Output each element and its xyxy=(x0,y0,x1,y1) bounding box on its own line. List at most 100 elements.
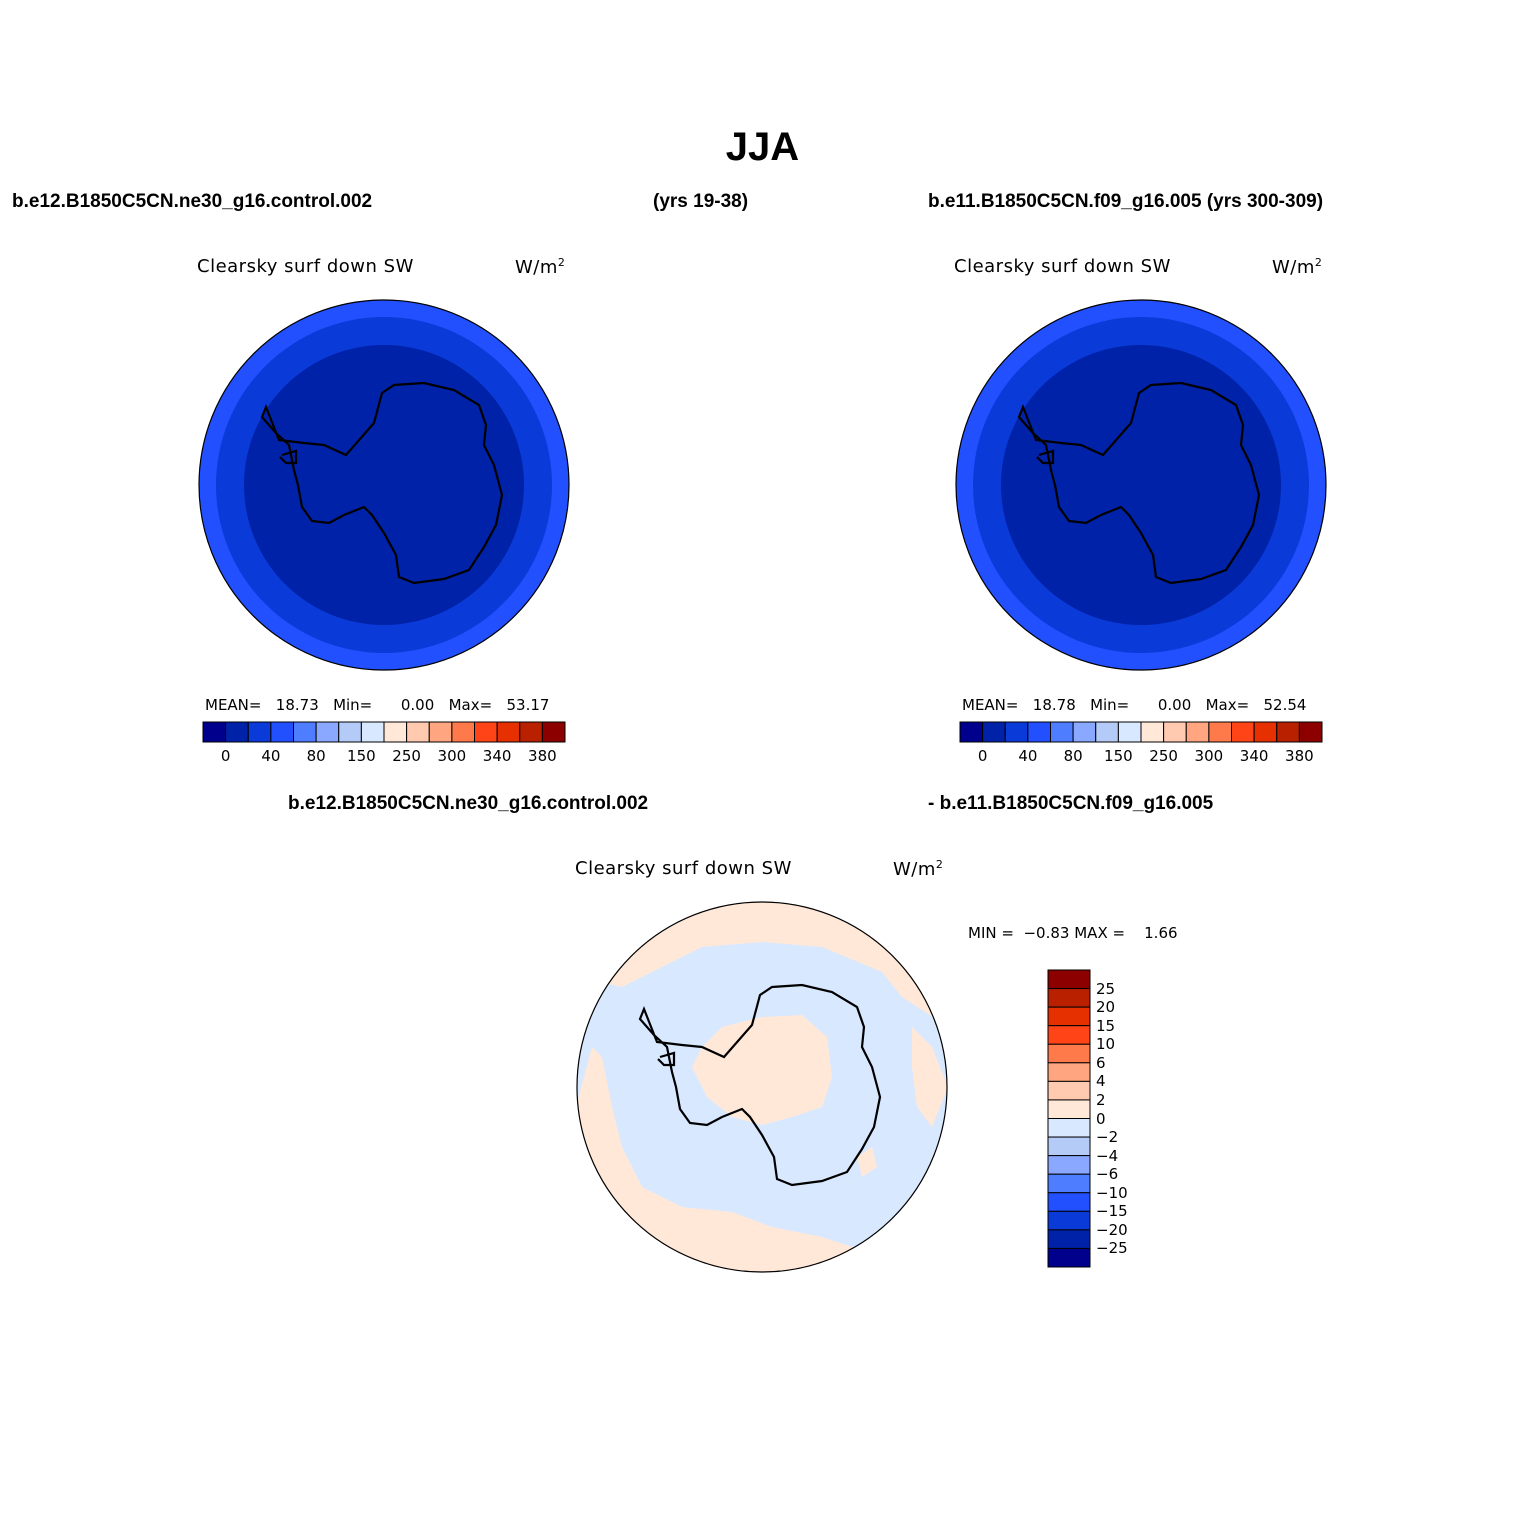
panel1-colorbar-swatch xyxy=(338,721,362,743)
diff-colorbar-tick-label: −25 xyxy=(1096,1239,1128,1258)
panel2-colorbar-swatch xyxy=(1185,721,1210,743)
case1-years: (yrs 19-38) xyxy=(653,191,749,212)
diff-colorbar-tick-label: −2 xyxy=(1096,1128,1119,1147)
diff-colorbar-tick-label: −4 xyxy=(1096,1146,1119,1165)
diff-colorbar-tick-label: 25 xyxy=(1096,979,1116,998)
panel1-colorbar-swatch xyxy=(293,721,317,743)
panel1-colorbar-swatch xyxy=(496,721,521,743)
panel2-colorbar-tick-label: 340 xyxy=(1239,747,1269,765)
diff-colorbar xyxy=(1047,969,1091,1268)
panel2-peninsula-loop xyxy=(1036,449,1055,465)
panel1-colorbar xyxy=(202,721,566,743)
panel2-colorbar-swatch xyxy=(1140,721,1165,743)
panel2-colorbar-swatch xyxy=(1298,721,1323,743)
panel2-colorbar-ticks: 0 40 80 150 250 300 340 380 xyxy=(960,747,1322,767)
panel2-variable: Clearsky surf down SW xyxy=(954,256,1171,277)
case2-name-years: b.e11.B1850C5CN.f09_g16.005 (yrs 300-309… xyxy=(928,191,1324,212)
diff-colorbar-swatch xyxy=(1047,1136,1091,1157)
panel2-colorbar-swatch xyxy=(1163,721,1187,743)
panel1-colorbar-tick-label: 380 xyxy=(528,747,557,765)
diff-colorbar-tick-label: 2 xyxy=(1096,1090,1106,1109)
diff-colorbar-swatch xyxy=(1047,1155,1091,1175)
diff-colorbar-swatch xyxy=(1047,1025,1091,1045)
panel1-colorbar-tick-label: 0 xyxy=(220,747,231,765)
panel1-colorbar-swatch xyxy=(315,721,340,743)
diff-colorbar-swatch xyxy=(1047,1247,1091,1268)
panel1-units: W/m2 xyxy=(515,256,566,278)
diff-positive-region-interior xyxy=(692,1015,832,1125)
panel2-colorbar-swatch xyxy=(1253,721,1278,743)
panel2-colorbar xyxy=(959,721,1323,743)
diff-colorbar-swatch xyxy=(1047,1210,1091,1231)
panel2-antarctica-coastline xyxy=(1017,381,1261,585)
panel1-antarctica-coastline xyxy=(260,381,504,585)
diff-antarctica-coastline xyxy=(638,983,882,1187)
panel1-peninsula-loop xyxy=(279,449,298,465)
panel1-variable: Clearsky surf down SW xyxy=(197,256,414,277)
diff-title-right: - b.e11.B1850C5CN.f09_g16.005 xyxy=(928,793,1214,814)
panel1-colorbar-swatch xyxy=(541,721,566,743)
panel1-colorbar-swatch xyxy=(519,721,543,743)
diff-peninsula-loop xyxy=(657,1051,676,1067)
panel2-stats: MEAN= 18.78 Min= 0.00 Max= 52.54 xyxy=(962,696,1307,714)
diff-colorbar-tick-label: 20 xyxy=(1096,998,1116,1017)
panel2-colorbar-swatch xyxy=(982,721,1006,743)
panel1-inner-disc xyxy=(244,345,524,625)
panel2-colorbar-swatch xyxy=(1004,721,1029,743)
panel2-colorbar-swatch xyxy=(1095,721,1119,743)
diff-colorbar-swatch xyxy=(1047,1118,1091,1138)
panel1-map-outline xyxy=(198,299,570,671)
diff-map xyxy=(576,901,948,1273)
diff-colorbar-tick-label: −20 xyxy=(1096,1220,1128,1239)
diff-colorbar-swatch xyxy=(1047,1229,1091,1249)
panel1-stats: MEAN= 18.73 Min= 0.00 Max= 53.17 xyxy=(205,696,550,714)
panel1-colorbar-swatch xyxy=(247,721,272,743)
panel2-colorbar-tick-label: 250 xyxy=(1149,747,1178,765)
diff-positive-region-east xyxy=(912,1027,947,1127)
panel2-colorbar-tick-label: 300 xyxy=(1194,747,1224,765)
page-title: JJA xyxy=(725,125,800,169)
panel2-units: W/m2 xyxy=(1272,256,1323,278)
diff-units: W/m2 xyxy=(893,858,944,880)
panel1-colorbar-tick-label: 150 xyxy=(347,747,376,765)
panel2-colorbar-swatch xyxy=(1027,721,1051,743)
panel1-colorbar-tick-label: 40 xyxy=(261,747,281,765)
panel2-colorbar-tick-label: 80 xyxy=(1063,747,1083,765)
panel1-colorbar-swatch xyxy=(225,721,249,743)
diff-title-left: b.e12.B1850C5CN.ne30_g16.control.002 xyxy=(288,793,649,814)
diff-colorbar-tick-label: 4 xyxy=(1096,1072,1106,1091)
panel2-colorbar-tick-label: 0 xyxy=(977,747,988,765)
panel1-colorbar-tick-label: 80 xyxy=(306,747,326,765)
diff-colorbar-ticks: 25 20 15 10 6 4 2 0 −2 −4 −6 −10 −15 −20 −25 xyxy=(1096,970,1146,1268)
panel2-colorbar-tick-label: 150 xyxy=(1104,747,1133,765)
panel2-colorbar-swatch xyxy=(959,721,984,743)
panel2-colorbar-swatch xyxy=(1072,721,1097,743)
diff-colorbar-swatch xyxy=(1047,1006,1091,1027)
diff-colorbar-swatch xyxy=(1047,1043,1091,1064)
panel1-colorbar-tick-label: 250 xyxy=(392,747,421,765)
diff-colorbar-swatch xyxy=(1047,988,1091,1008)
panel2-colorbar-swatch xyxy=(1208,721,1232,743)
panel1-colorbar-swatch xyxy=(428,721,453,743)
diff-variable: Clearsky surf down SW xyxy=(575,858,792,879)
diff-colorbar-tick-label: 15 xyxy=(1096,1016,1116,1035)
diff-colorbar-swatch xyxy=(1047,969,1091,990)
diff-colorbar-swatch xyxy=(1047,1099,1091,1119)
panel2-map xyxy=(956,300,1326,670)
panel2-colorbar-swatch xyxy=(1117,721,1142,743)
diff-colorbar-swatch xyxy=(1047,1080,1091,1101)
diff-colorbar-tick-label: 6 xyxy=(1096,1053,1106,1072)
case1-name: b.e12.B1850C5CN.ne30_g16.control.002 xyxy=(12,191,373,212)
panel1-colorbar-ticks: 0 40 80 150 250 300 340 380 xyxy=(203,747,565,767)
panel1-colorbar-tick-label: 340 xyxy=(482,747,512,765)
diff-stats: MIN = −0.83 MAX = 1.66 xyxy=(968,924,1178,942)
panel1-colorbar-swatch xyxy=(474,721,498,743)
panel1-map xyxy=(199,300,569,670)
panel2-colorbar-tick-label: 40 xyxy=(1018,747,1038,765)
diff-colorbar-tick-label: −15 xyxy=(1096,1202,1128,1221)
diff-positive-region-north xyxy=(577,902,947,1027)
diff-colorbar-swatch xyxy=(1047,1192,1091,1212)
panel1-colorbar-tick-label: 300 xyxy=(437,747,467,765)
panel1-colorbar-swatch xyxy=(360,721,385,743)
panel1-colorbar-swatch xyxy=(406,721,430,743)
